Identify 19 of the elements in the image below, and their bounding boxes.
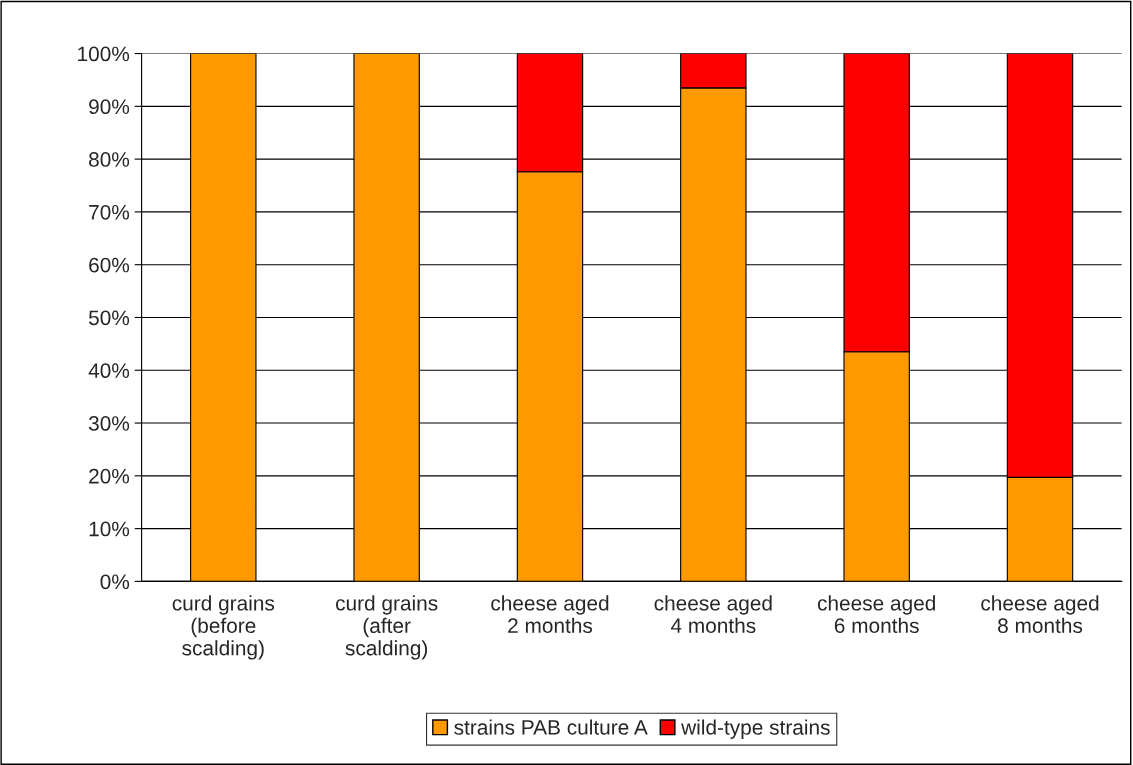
y-tick-label: 0% <box>100 574 130 590</box>
legend-label: wild-type strains <box>681 719 830 739</box>
y-tick-label: 20% <box>89 468 130 484</box>
y-tick-label: 30% <box>88 416 130 431</box>
y-tick-label: 80% <box>89 152 130 167</box>
x-tick-label: curd grains (before scalding) <box>172 595 275 660</box>
x-tick-label: cheese aged 2 months <box>491 595 609 634</box>
x-tick-label: cheese aged 8 months <box>981 595 1099 634</box>
y-tick-label: 70% <box>89 204 130 220</box>
y-tick-label: 50% <box>88 310 130 326</box>
x-tick-label: cheese aged 4 months <box>654 595 772 634</box>
y-tick-label: 10% <box>89 521 130 537</box>
x-tick-label: curd grains (after scalding) <box>336 595 438 660</box>
y-tick-label: 100% <box>78 46 130 62</box>
x-tick-label: cheese aged 6 months <box>817 595 935 634</box>
y-tick-label: 60% <box>89 257 130 273</box>
legend-label: strains PAB culture A <box>454 719 648 735</box>
y-tick-label: 40% <box>88 363 130 379</box>
y-tick-label: 90% <box>89 99 130 115</box>
